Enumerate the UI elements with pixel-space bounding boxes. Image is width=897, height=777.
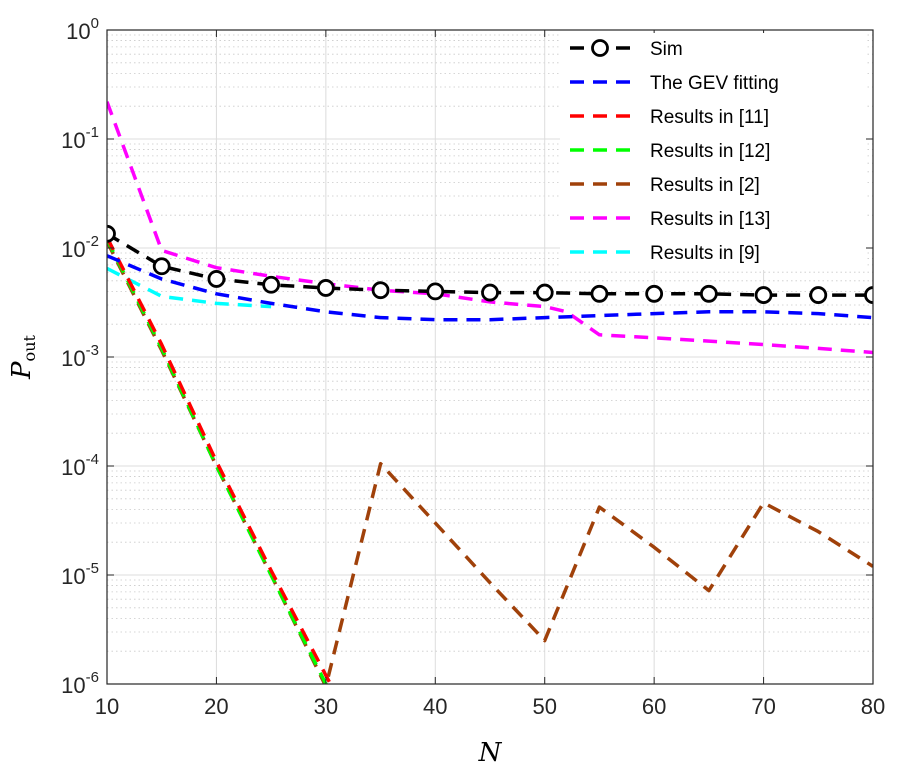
legend-marker — [591, 39, 609, 57]
legend-label: Results in [12] — [650, 141, 770, 162]
x-tick-label: 20 — [204, 694, 228, 719]
data-point — [207, 270, 226, 288]
data-point — [754, 286, 773, 304]
data-point — [107, 224, 116, 243]
minor-grid — [107, 34, 873, 652]
y-axis-label-main: P — [7, 361, 37, 380]
x-ticks: 10 20 30 40 50 60 70 80 — [95, 30, 885, 719]
data-point — [371, 281, 390, 300]
series-line-results-in-2 — [107, 240, 873, 684]
legend-label: Results in [9] — [650, 243, 760, 264]
x-tick-label: 80 — [861, 694, 885, 719]
x-tick-label: 10 — [95, 694, 119, 719]
legend-box — [560, 33, 866, 270]
data-point — [590, 284, 609, 303]
data-point — [426, 282, 445, 301]
series-line-results-in-11 — [107, 236, 333, 684]
y-tick-label: 10-1 — [61, 124, 99, 153]
series-line-results-in-13 — [107, 101, 873, 355]
data-point — [535, 283, 554, 302]
data-point — [152, 257, 171, 276]
y-ticks: 100 10-1 10-2 10-3 10-4 10-5 10-6 — [61, 15, 873, 698]
x-tick-label: 60 — [642, 694, 666, 719]
data-point — [809, 286, 828, 304]
data-point — [481, 283, 499, 302]
data-point — [262, 275, 281, 294]
y-tick-label: 10-3 — [61, 342, 99, 371]
x-axis-label: N — [478, 738, 503, 768]
y-axis-label-subscript: out — [20, 335, 39, 362]
x-tick-label: 70 — [751, 694, 775, 719]
legend-label: The GEV fitting — [650, 73, 779, 94]
series-layer — [107, 101, 873, 684]
legend-label: Results in [13] — [650, 209, 770, 230]
legend-label: Results in [11] — [650, 107, 769, 128]
y-tick-label: 10-5 — [61, 560, 99, 589]
data-point — [645, 284, 664, 303]
legend-label: Results in [2] — [650, 175, 760, 196]
y-tick-label: 10-2 — [61, 233, 99, 262]
x-tick-label: 30 — [314, 694, 338, 719]
y-tick-label: 10-6 — [61, 669, 99, 698]
data-point — [864, 286, 873, 304]
legend-label: Sim — [650, 39, 683, 60]
legend: Sim The GEV fitting Results in [11] Results… — [560, 33, 866, 270]
x-tick-label: 50 — [532, 694, 556, 719]
series-line-results-in-9 — [107, 266, 272, 309]
y-tick-label: 100 — [66, 15, 99, 44]
data-point — [316, 279, 335, 297]
data-point — [699, 284, 718, 303]
y-axis-label: Pout — [7, 335, 39, 380]
x-tick-label: 40 — [423, 694, 447, 719]
series-line-the-gev-fitting — [107, 254, 873, 322]
y-tick-label: 10-4 — [61, 451, 99, 480]
